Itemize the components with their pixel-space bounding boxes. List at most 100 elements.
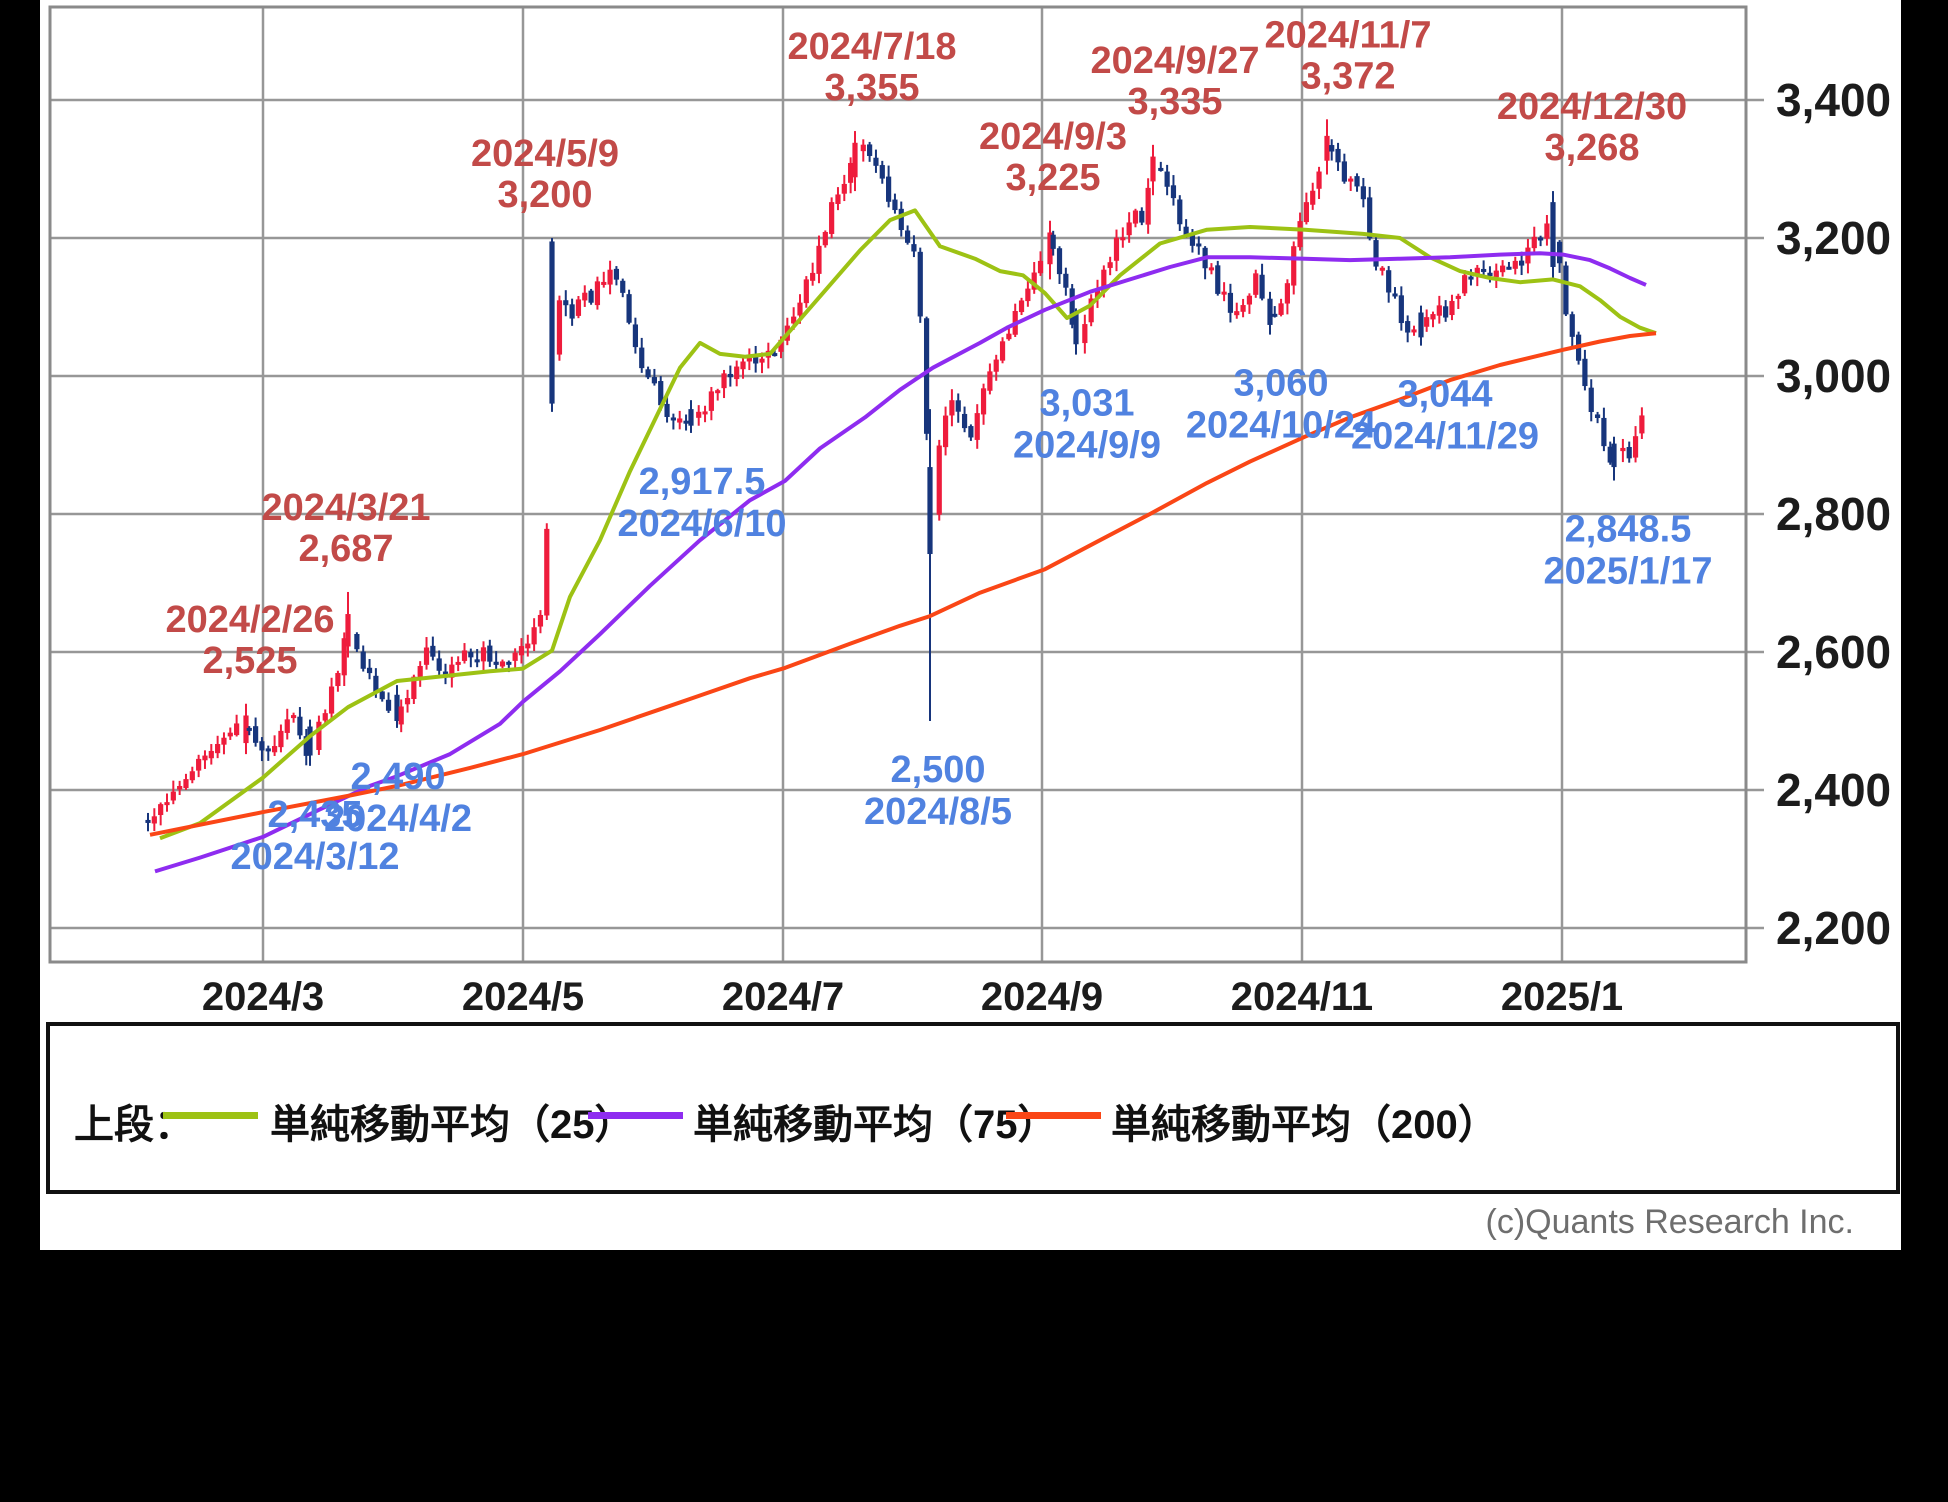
candle-body bbox=[1348, 178, 1354, 182]
candle-body bbox=[1601, 417, 1607, 447]
x-axis-label: 2024/9 bbox=[981, 975, 1103, 1019]
candle-body bbox=[158, 804, 164, 816]
candle-body bbox=[1405, 321, 1411, 333]
candle-body bbox=[177, 785, 183, 790]
annotation-high-value: 3,268 bbox=[1544, 127, 1639, 169]
legend-prefix-label: 上段： bbox=[74, 1103, 194, 1147]
candle-body bbox=[1392, 293, 1398, 297]
candle-body bbox=[1519, 260, 1525, 266]
y-axis-label: 2,600 bbox=[1776, 626, 1891, 678]
candle-body bbox=[1455, 295, 1461, 299]
candle-body bbox=[1538, 237, 1544, 241]
candle-body bbox=[746, 356, 752, 362]
candle-body bbox=[436, 658, 442, 671]
candle-body bbox=[1063, 273, 1069, 288]
candle-body bbox=[841, 183, 847, 194]
candle-body bbox=[1037, 260, 1044, 274]
candle-body bbox=[664, 403, 670, 417]
candle-body bbox=[430, 645, 436, 657]
candle-body bbox=[1468, 276, 1474, 280]
candle-body bbox=[151, 816, 157, 824]
candle-body bbox=[1031, 272, 1037, 290]
candle-body bbox=[1386, 270, 1392, 293]
annotation-low-value: 3,044 bbox=[1397, 374, 1492, 416]
candle-body bbox=[411, 676, 417, 699]
candle-body bbox=[1253, 273, 1259, 295]
candle-body bbox=[867, 144, 873, 156]
candle-body bbox=[1126, 222, 1132, 236]
candle-body bbox=[1550, 202, 1556, 267]
candle-body bbox=[905, 230, 911, 243]
candle-body bbox=[373, 675, 379, 693]
candle-body bbox=[328, 686, 335, 714]
candle-body bbox=[645, 369, 651, 378]
candle-body bbox=[1303, 202, 1309, 223]
candle-body bbox=[284, 719, 290, 733]
candle-body bbox=[1189, 234, 1196, 246]
candle-body bbox=[734, 366, 740, 380]
candle-body bbox=[848, 162, 854, 183]
legend-label-ma200: 単純移動平均（200） bbox=[1111, 1103, 1498, 1147]
candle-body bbox=[1620, 447, 1626, 452]
annotation-low-date: 2024/10/24 bbox=[1186, 405, 1376, 447]
candle-body bbox=[688, 409, 694, 426]
candle-body bbox=[1120, 237, 1126, 241]
candle-body bbox=[1170, 185, 1177, 199]
y-axis-label: 3,400 bbox=[1776, 74, 1891, 126]
candle-body bbox=[1512, 260, 1518, 269]
candle-body bbox=[1272, 313, 1278, 317]
candle-body bbox=[1240, 305, 1246, 312]
candle-body bbox=[601, 281, 607, 285]
annotation-low-date: 2024/4/2 bbox=[324, 798, 472, 840]
candle-body bbox=[1221, 291, 1227, 295]
candle-body bbox=[1481, 268, 1487, 272]
candle-body bbox=[394, 694, 400, 721]
candle-body bbox=[1360, 186, 1366, 200]
candle-body bbox=[1234, 311, 1240, 316]
candle-body bbox=[886, 176, 892, 202]
candle-body bbox=[898, 208, 904, 231]
candle-body bbox=[569, 304, 575, 319]
x-axis-label: 2024/11 bbox=[1231, 975, 1373, 1019]
candle-body bbox=[1139, 210, 1145, 223]
candle-body bbox=[385, 699, 392, 711]
candle-body bbox=[1018, 300, 1025, 313]
annotation-low-date: 2024/9/9 bbox=[1013, 425, 1161, 467]
candle-body bbox=[923, 318, 930, 434]
candle-body bbox=[227, 732, 233, 737]
candle-body bbox=[518, 646, 525, 656]
candle-body bbox=[1310, 190, 1316, 205]
candle-body bbox=[582, 292, 588, 301]
candle-body bbox=[1424, 317, 1430, 327]
ma75-line bbox=[154, 251, 1647, 874]
annotation-high-date: 2024/11/7 bbox=[1265, 14, 1432, 56]
candle-body bbox=[1329, 145, 1335, 152]
candle-body bbox=[1487, 272, 1493, 277]
candle-body bbox=[243, 715, 249, 744]
candle-body bbox=[360, 651, 366, 669]
candle-body bbox=[879, 165, 885, 179]
candle-body bbox=[778, 339, 784, 352]
candle-body bbox=[1398, 295, 1404, 324]
candle-body bbox=[183, 779, 189, 789]
candle-body bbox=[696, 411, 702, 418]
candle-body bbox=[1132, 210, 1139, 224]
candle-body bbox=[620, 280, 626, 293]
candle-body bbox=[1324, 135, 1330, 161]
candle-body bbox=[632, 324, 639, 348]
candle-body bbox=[1208, 267, 1215, 271]
candle-body bbox=[170, 791, 176, 801]
candle-body bbox=[398, 706, 404, 725]
candle-body bbox=[1025, 288, 1031, 302]
candle-body bbox=[1316, 171, 1322, 189]
candle-body bbox=[702, 411, 708, 415]
candle-body bbox=[345, 614, 351, 647]
candle-body bbox=[1278, 303, 1284, 315]
candle-body bbox=[1056, 248, 1063, 275]
annotation-high-date: 2024/3/21 bbox=[261, 487, 430, 529]
candle-body bbox=[455, 661, 461, 665]
candle-body bbox=[1430, 314, 1436, 320]
candle-body bbox=[1177, 199, 1183, 225]
annotation-high-value: 2,687 bbox=[298, 528, 393, 570]
